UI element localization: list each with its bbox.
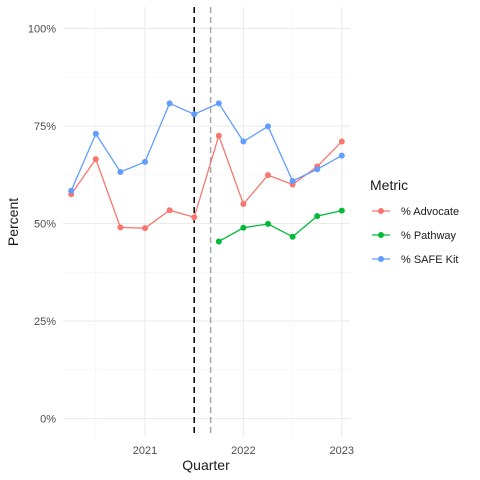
data-point [68,187,75,194]
data-point [314,166,321,173]
data-point [215,100,222,107]
data-point [338,152,345,159]
series-line [70,102,343,191]
data-point [142,225,148,232]
legend-key-point [378,232,384,238]
series-line [70,133,343,229]
x-tick-label: 2023 [330,445,354,457]
data-point [166,100,173,107]
panel-background [63,7,350,437]
legend-key-point [378,208,384,214]
legend-title: Metric [370,177,408,193]
data-point [92,130,99,137]
data-point [289,233,296,240]
series-layer [68,100,345,245]
legend-label: % Advocate [401,206,459,218]
reference-lines [193,7,212,437]
data-point [338,207,345,214]
data-point [240,200,247,207]
data-point [92,156,99,163]
data-point [117,168,124,175]
legend-label: % Pathway [401,230,457,242]
y-tick-label: 75% [34,121,56,133]
y-tick-label: 50% [34,219,56,231]
data-point [117,224,124,231]
tick-labels: 0% 25% 50% 75% 100% 2021 2022 2023 [28,23,354,457]
y-tick-label: 25% [34,316,56,328]
series-line [218,209,342,243]
data-point [289,177,296,184]
legend-item: % Pathway [372,230,457,242]
data-point [265,123,271,130]
data-point [142,158,148,165]
data-point [314,213,321,220]
x-axis-title: Quarter [182,457,230,473]
data-point [265,220,271,227]
legend-label: % SAFE Kit [401,254,458,266]
series-group [68,132,345,232]
series-group [68,100,345,194]
data-point [215,132,222,139]
data-point [265,172,271,179]
data-point [191,111,198,118]
legend-key-point [378,256,384,262]
y-axis-title: Percent [5,198,21,246]
data-point [240,224,247,231]
data-point [240,138,247,145]
y-tick-label: 100% [28,23,56,35]
y-tick-label: 0% [40,414,56,426]
data-point [191,214,198,221]
legend: Metric % Advocate % Pathway % SAFE Kit [370,177,459,266]
legend-item: % Advocate [372,206,459,218]
x-tick-label: 2021 [133,445,157,457]
legend-item: % SAFE Kit [372,254,458,266]
data-point [215,238,222,245]
x-tick-label: 2022 [231,445,255,457]
data-point [166,207,173,214]
series-group [215,207,345,245]
data-point [338,138,345,145]
